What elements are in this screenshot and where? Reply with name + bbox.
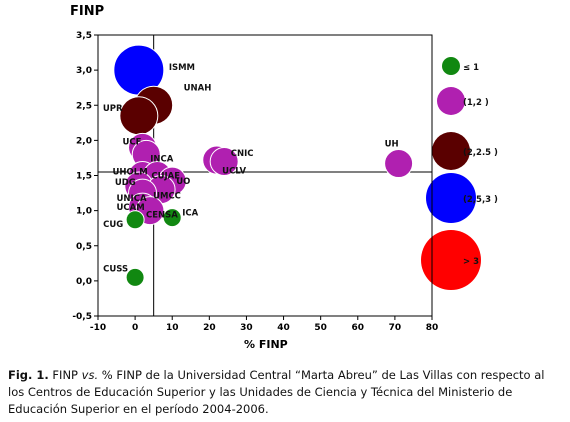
y-tick-label: 2,0 [76,136,92,146]
legend-swatch-3 [432,132,470,170]
point-label-unah: UNAH [184,83,212,93]
bubble-uh [384,149,414,179]
y-tick-label: 3,0 [76,66,92,76]
point-label-ucam: UCAM [117,203,145,213]
point-label-cujae: CUJAE [151,172,180,182]
point-label-uholm: UHOLM [113,168,148,178]
x-tick-label: 20 [203,323,216,333]
point-label-unica: UNICA [117,194,147,204]
point-label-ucf: UCF [123,137,142,147]
legend-swatch-5 [421,230,481,290]
bubble-upr [119,96,159,136]
x-tick-label: -10 [90,323,106,333]
x-tick-label: 30 [240,323,253,333]
x-tick-label: 40 [277,323,290,333]
point-label-ica: ICA [182,209,198,219]
x-tick-label: 60 [352,323,365,333]
bubble-ica [162,208,182,228]
y-tick-label: 1,0 [76,207,92,217]
y-tick-label: 1,5 [76,172,92,182]
point-label-uo: UO [176,177,190,187]
point-label-umcc: UMCC [153,192,181,202]
caption-prefix: Fig. 1. [8,368,49,382]
point-label-ismm: ISMM [169,63,195,73]
x-axis-title: % FINP [244,338,288,351]
point-label-udg: UDG [115,178,136,188]
point-label-cnic: CNIC [231,149,254,159]
bubble-cuss [125,267,145,287]
legend-label-3: (2,2.5 ) [463,148,498,158]
bubble-chart: ISMM UNAH UPR UCF INCA CNIC UCLV UH UHOLM CUJAEUO… [72,31,498,333]
legend-label-1: ≤ 1 [463,63,479,73]
y-tick-label: 0,0 [76,277,92,287]
x-tick-label: 80 [426,323,439,333]
y-tick-label: 2,5 [76,101,92,111]
point-label-inca: INCA [150,154,174,164]
x-tick-label: 0 [132,323,138,333]
legend-swatch-2 [437,87,465,115]
point-label-uclv: UCLV [222,166,246,176]
caption-part2: % FINP de la Universidad Central “Marta … [8,368,545,416]
bubble-cug [125,210,145,230]
legend-label-4: (2,5,3 ) [463,195,498,205]
legend-swatch-4 [426,173,476,223]
y-tick-label: 0,5 [76,242,92,252]
caption-vs: vs. [81,368,99,382]
bubble-uclv [209,146,239,176]
legend-swatch-1 [442,57,460,75]
point-label-upr: UPR [103,104,123,114]
legend-label-5: > 3 [463,257,479,267]
x-tick-label: 50 [314,323,327,333]
point-label-cug: CUG [103,220,123,230]
x-tick-label: 10 [166,323,179,333]
y-tick-label: -0,5 [72,312,92,322]
y-axis-title: FINP [70,4,105,19]
point-label-uh: UH [385,140,399,150]
y-tick-label: 3,5 [76,31,92,41]
point-label-cuss: CUSS [103,264,128,274]
figure-caption: Fig. 1. FINP vs. % FINP de la Universida… [8,367,564,418]
x-tick-label: 70 [389,323,402,333]
legend-label-2: (1,2 ) [463,98,489,108]
caption-part1: FINP [48,368,82,382]
point-label-censa: CENSA [146,211,178,221]
